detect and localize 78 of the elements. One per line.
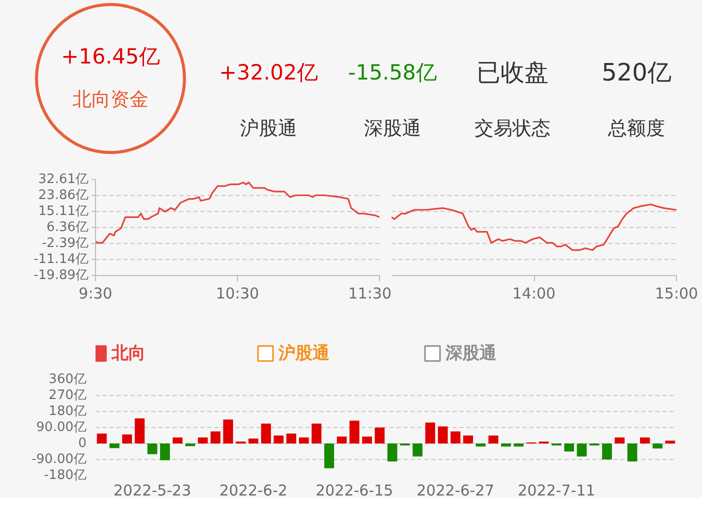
text: 520亿 bbox=[602, 58, 672, 86]
bar bbox=[602, 444, 612, 460]
x-tick-label: 9:30 bbox=[78, 284, 112, 302]
bar bbox=[147, 444, 158, 454]
y-tick-label: 180亿 bbox=[48, 404, 87, 419]
text: 已收盘 bbox=[476, 58, 548, 86]
y-tick-label: 15.11亿 bbox=[38, 204, 88, 219]
x-tick-label: 11:30 bbox=[348, 284, 392, 302]
bar bbox=[324, 444, 334, 468]
text: 深股通 bbox=[364, 118, 421, 140]
bar bbox=[198, 437, 208, 444]
bar bbox=[110, 444, 120, 448]
bar bbox=[210, 431, 220, 444]
bar bbox=[514, 444, 524, 447]
bar bbox=[488, 436, 498, 444]
text: 交易状态 bbox=[474, 118, 550, 140]
bar bbox=[122, 434, 132, 444]
bar bbox=[274, 436, 284, 444]
text: 北向资金 bbox=[72, 88, 148, 110]
bar bbox=[248, 438, 258, 444]
y-tick-label: 360亿 bbox=[48, 372, 87, 387]
y-tick-label: -90.00亿 bbox=[32, 452, 87, 467]
y-tick-label: -19.89亿 bbox=[34, 268, 89, 283]
x-tick-label: 2022-6-27 bbox=[416, 482, 494, 500]
bar bbox=[387, 444, 398, 462]
bar bbox=[412, 444, 422, 456]
text: 沪股通 bbox=[240, 118, 297, 140]
bar bbox=[286, 434, 296, 444]
bar bbox=[665, 440, 676, 444]
bar bbox=[362, 436, 372, 444]
bar bbox=[627, 444, 638, 462]
y-tick-label: 90.00亿 bbox=[36, 420, 86, 435]
bar bbox=[96, 434, 107, 444]
y-tick-label: -2.39亿 bbox=[42, 236, 89, 251]
y-tick-label: -11.14亿 bbox=[34, 252, 89, 267]
bar bbox=[463, 436, 474, 444]
x-tick-label: 2022-6-2 bbox=[219, 482, 288, 500]
bar bbox=[614, 437, 625, 444]
text: +32.02亿 bbox=[219, 60, 318, 84]
bar bbox=[652, 444, 662, 448]
text: 总额度 bbox=[607, 118, 665, 140]
text: -15.58亿 bbox=[348, 60, 437, 84]
x-tick-label: 15:00 bbox=[654, 284, 698, 302]
bar bbox=[223, 420, 234, 444]
x-tick-label: 14:00 bbox=[512, 284, 556, 302]
bar bbox=[160, 444, 170, 460]
x-tick-label: 10:30 bbox=[216, 284, 260, 302]
bar bbox=[350, 420, 360, 444]
y-tick-label: -180亿 bbox=[44, 468, 87, 483]
legend-label: 深股通 bbox=[444, 344, 496, 364]
bar bbox=[172, 437, 183, 444]
bar bbox=[450, 431, 460, 444]
bar bbox=[438, 426, 448, 444]
bar bbox=[185, 444, 196, 446]
y-tick-label: 23.86亿 bbox=[38, 188, 88, 203]
x-tick-label: 2022-5-23 bbox=[114, 482, 192, 500]
line-series bbox=[96, 182, 380, 244]
bar bbox=[134, 418, 145, 444]
y-tick-label: 6.36亿 bbox=[46, 220, 89, 235]
bar bbox=[476, 444, 486, 447]
bar bbox=[336, 436, 347, 444]
bar bbox=[312, 424, 322, 444]
bar bbox=[501, 444, 511, 447]
y-tick-label: 270亿 bbox=[48, 388, 87, 403]
text: +16.45亿 bbox=[61, 44, 160, 68]
bar bbox=[374, 428, 385, 444]
bar bbox=[261, 424, 271, 444]
bar bbox=[425, 422, 436, 444]
y-tick-label: 32.61亿 bbox=[38, 172, 88, 187]
bar bbox=[640, 437, 650, 444]
y-tick-label: 0 bbox=[78, 436, 87, 451]
bar bbox=[298, 437, 309, 444]
legend-label: 北向 bbox=[110, 344, 146, 364]
bar bbox=[576, 444, 587, 456]
x-tick-label: 2022-7-11 bbox=[518, 482, 596, 500]
legend-label: 沪股通 bbox=[278, 344, 330, 364]
x-tick-label: 2022-6-15 bbox=[316, 482, 394, 500]
bar bbox=[564, 444, 574, 452]
